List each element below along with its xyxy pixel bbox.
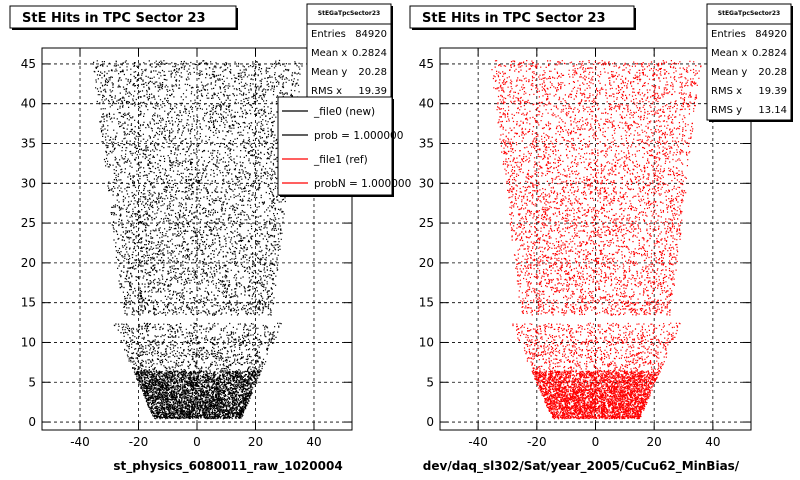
y-tick-label: 10 xyxy=(21,335,36,349)
stats-box xyxy=(706,3,792,121)
stats-value: 0.2824 xyxy=(352,48,387,59)
x-tick-label: -20 xyxy=(527,435,547,449)
y-tick-label: 5 xyxy=(28,375,36,389)
stats-label: Entries xyxy=(311,29,346,40)
stats-label: Mean y xyxy=(311,67,347,78)
y-tick-label: 30 xyxy=(419,176,434,190)
histogram-panel-1: -40 -20 0 20 40 0 5 10 15 20 25 30 35 40 45 StE Hits in… xyxy=(9,3,411,474)
legend-box xyxy=(277,96,393,196)
y-tick-label: 45 xyxy=(21,57,36,71)
y-tick-label: 15 xyxy=(21,296,36,310)
stats-label: Mean y xyxy=(711,67,747,78)
x-tick-label: 40 xyxy=(306,435,321,449)
histogram-panel-2: -40 -20 0 20 40 0 5 10 15 20 25 30 35 40 45 StE Hits in… xyxy=(409,3,793,474)
y-tick-label: 35 xyxy=(21,137,36,151)
stats-box xyxy=(306,3,392,101)
stats-label: Mean x xyxy=(711,48,747,59)
y-tick-label: 30 xyxy=(21,176,36,190)
hit-markers-dense xyxy=(531,370,661,420)
stats-title: StEGaTpcSector23 xyxy=(318,10,380,17)
stats-value: 20.28 xyxy=(758,67,787,78)
data-points xyxy=(92,59,303,420)
hit-markers xyxy=(491,60,702,420)
x-axis-title: st_physics_6080011_raw_1020004 xyxy=(113,459,342,474)
x-tick-label: 20 xyxy=(647,435,662,449)
x-tick-label: -40 xyxy=(468,435,488,449)
hit-markers xyxy=(92,59,303,420)
stats-label: RMS y xyxy=(711,105,742,116)
y-tick-label: 25 xyxy=(21,216,36,230)
x-tick-label: 20 xyxy=(248,435,263,449)
legend-label: _file0 (new) xyxy=(313,106,375,118)
y-tick-label: 15 xyxy=(419,296,434,310)
legend-label: probN = 1.000000 xyxy=(314,178,411,190)
x-tick-label: 0 xyxy=(193,435,201,449)
stats-label: RMS x xyxy=(711,86,742,97)
legend-label: prob = 1.000000 xyxy=(314,130,403,142)
y-tick-label: 5 xyxy=(426,375,434,389)
stats-label: RMS x xyxy=(311,86,342,97)
title-box xyxy=(409,5,635,29)
stats-value: 84920 xyxy=(755,29,787,40)
x-tick-label: -40 xyxy=(70,435,90,449)
x-axis-title: dev/daq_sl302/Sat/year_2005/CuCu62_MinBi… xyxy=(423,459,740,474)
hit-markers-dense xyxy=(133,370,262,420)
y-tick-label: 40 xyxy=(419,97,434,111)
x-tick-label: -20 xyxy=(129,435,149,449)
stats-label: Mean x xyxy=(311,48,347,59)
chart-title: StE Hits in TPC Sector 23 xyxy=(22,11,206,26)
y-tick-label: 0 xyxy=(426,415,434,429)
x-tick-label: 40 xyxy=(705,435,720,449)
stats-title: StEGaTpcSector23 xyxy=(718,10,780,17)
chart-title: StE Hits in TPC Sector 23 xyxy=(422,11,606,26)
title-box xyxy=(9,5,237,29)
stats-value: 84920 xyxy=(355,29,387,40)
y-tick-label: 20 xyxy=(419,256,434,270)
stats-value: 20.28 xyxy=(358,67,387,78)
x-tick-label: 0 xyxy=(592,435,600,449)
data-points xyxy=(491,60,702,420)
stats-label: Entries xyxy=(711,29,746,40)
y-tick-label: 25 xyxy=(419,216,434,230)
y-tick-label: 20 xyxy=(21,256,36,270)
y-tick-label: 35 xyxy=(419,137,434,151)
y-tick-label: 0 xyxy=(28,415,36,429)
stats-value: 19.39 xyxy=(358,86,387,97)
stats-value: 0.2824 xyxy=(752,48,787,59)
y-tick-label: 10 xyxy=(419,335,434,349)
y-tick-label: 40 xyxy=(21,97,36,111)
y-tick-label: 45 xyxy=(419,57,434,71)
stats-value: 19.39 xyxy=(758,86,787,97)
legend-label: _file1 (ref) xyxy=(313,154,368,166)
stats-value: 13.14 xyxy=(758,105,787,116)
